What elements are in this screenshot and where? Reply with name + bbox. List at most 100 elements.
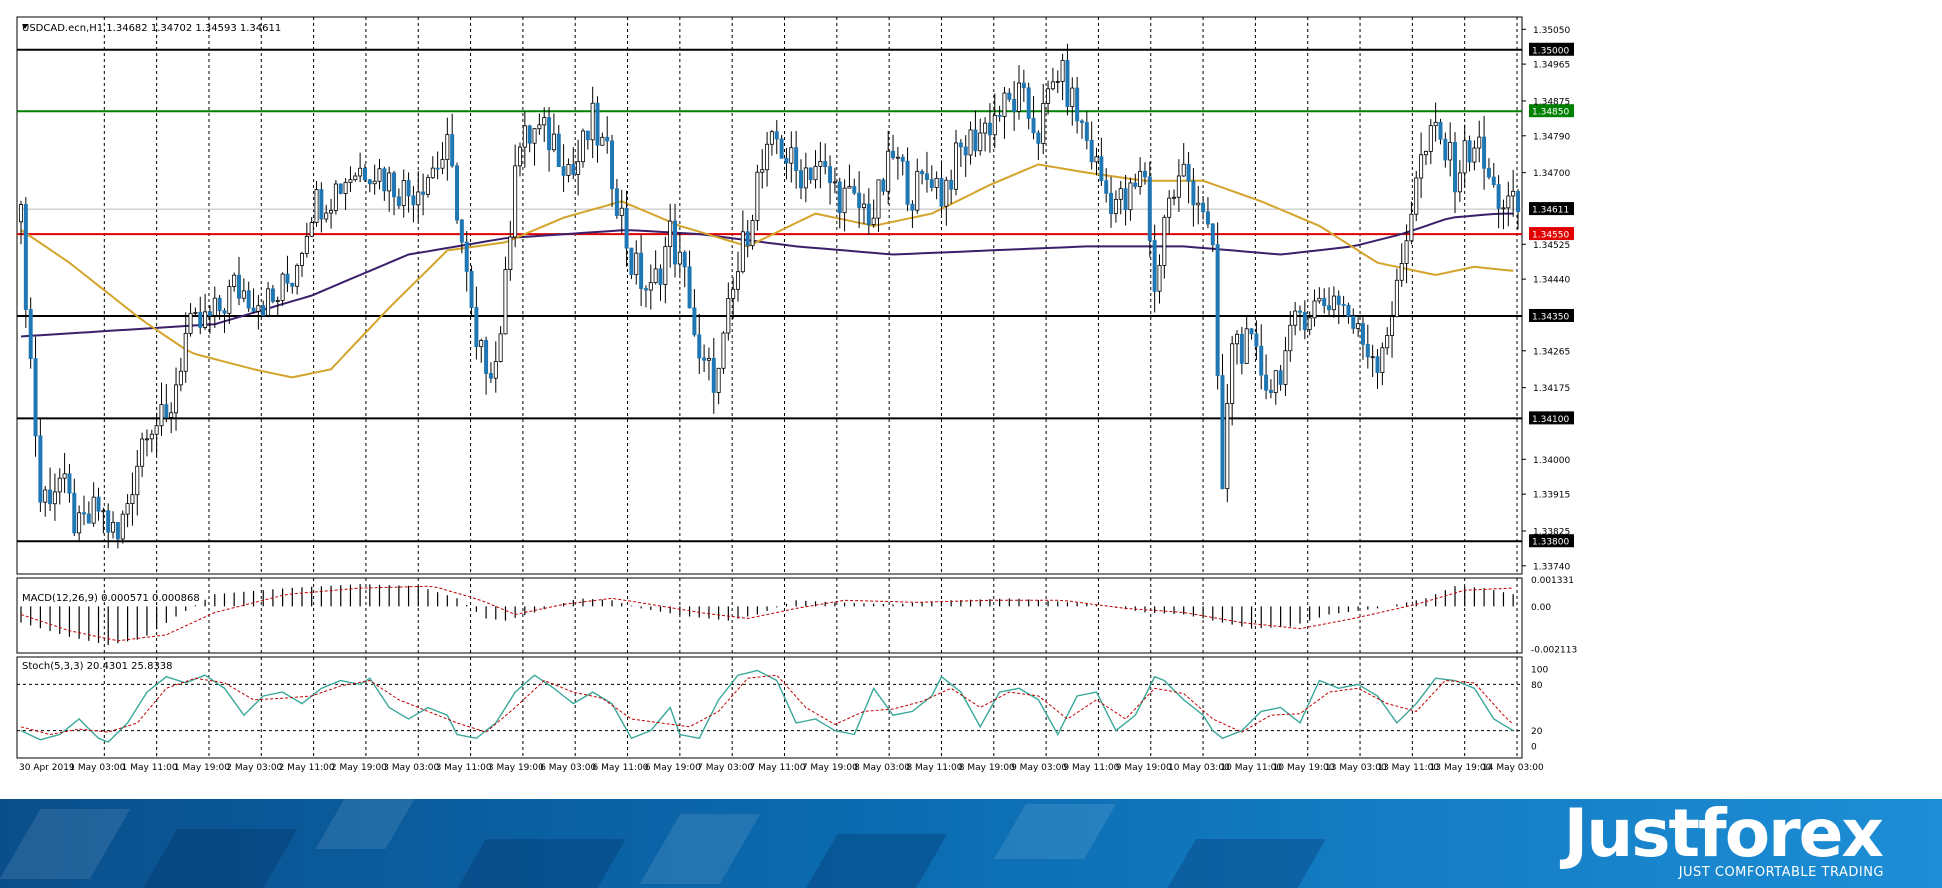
candle-body bbox=[362, 167, 367, 181]
candle-body bbox=[1036, 132, 1041, 144]
candle-body bbox=[1210, 223, 1215, 246]
candle-body bbox=[1423, 150, 1428, 156]
candle-body bbox=[1201, 202, 1206, 213]
candle-body bbox=[1070, 87, 1075, 107]
time-tick-label: 9 May 11:00 bbox=[1063, 763, 1119, 773]
candle-body bbox=[503, 269, 508, 335]
candle-body bbox=[886, 150, 891, 192]
candle-body bbox=[1191, 180, 1196, 206]
candle-body bbox=[144, 438, 149, 441]
candle-body bbox=[329, 210, 334, 214]
level-tag-label: 1.34850 bbox=[1532, 108, 1569, 118]
stoch-main-line bbox=[20, 669, 1514, 743]
candle-body bbox=[978, 132, 983, 152]
candle-body bbox=[421, 191, 426, 195]
candle-body bbox=[682, 251, 687, 268]
candle-body bbox=[232, 274, 237, 287]
price-tick-label: 1.34965 bbox=[1533, 61, 1570, 71]
candle-body bbox=[396, 196, 401, 207]
brand-tagline: JUST COMFORTABLE TRADING bbox=[1678, 865, 1884, 880]
candle-body bbox=[1385, 335, 1390, 349]
candle-body bbox=[154, 425, 159, 435]
candle-body bbox=[1215, 244, 1220, 377]
candle-body bbox=[600, 136, 605, 146]
candle-body bbox=[285, 273, 290, 284]
candle-body bbox=[1356, 323, 1361, 329]
candle-body bbox=[1322, 297, 1327, 307]
candle-body bbox=[256, 305, 261, 312]
candle-body bbox=[1433, 121, 1438, 127]
time-tick-label: 1 May 11:00 bbox=[122, 763, 178, 773]
candle-body bbox=[178, 370, 183, 386]
candle-body bbox=[1186, 163, 1191, 182]
candle-body bbox=[48, 489, 53, 505]
candle-body bbox=[135, 465, 140, 496]
candle-body bbox=[343, 181, 348, 194]
level-tag bbox=[1529, 42, 1574, 56]
candle-body bbox=[1230, 343, 1235, 404]
time-tick-label: 10 May 11:00 bbox=[1220, 763, 1282, 773]
candle-body bbox=[28, 309, 33, 360]
candle-body bbox=[518, 146, 523, 167]
price-tick-label: 1.34790 bbox=[1533, 132, 1570, 142]
candle-body bbox=[18, 204, 23, 223]
collapse-arrow-icon[interactable] bbox=[22, 24, 28, 29]
candle-body bbox=[677, 251, 682, 265]
price-tick-label: 1.33740 bbox=[1533, 562, 1570, 572]
candle-body bbox=[425, 177, 430, 195]
candle-body bbox=[1341, 304, 1346, 306]
candle-body bbox=[1511, 190, 1516, 197]
candle-body bbox=[513, 165, 518, 238]
panel-frame bbox=[16, 577, 1523, 654]
candle-body bbox=[120, 513, 125, 540]
candle-body bbox=[1351, 315, 1356, 329]
candle-body bbox=[774, 131, 779, 140]
candle-body bbox=[227, 286, 232, 314]
candle-body bbox=[769, 131, 774, 145]
candle-body bbox=[1181, 163, 1186, 177]
candle-body bbox=[1370, 356, 1375, 359]
candle-body bbox=[290, 282, 295, 287]
candle-body bbox=[934, 177, 939, 188]
candle-body bbox=[697, 334, 702, 359]
candle-body bbox=[241, 290, 246, 299]
candle-body bbox=[1220, 375, 1225, 490]
candle-body bbox=[1375, 356, 1380, 373]
candle-body bbox=[745, 231, 750, 247]
banner-shard bbox=[0, 809, 131, 879]
candle-body bbox=[1075, 87, 1080, 122]
banner-shard bbox=[802, 834, 948, 888]
banner-shard bbox=[315, 799, 415, 849]
candle-body bbox=[1128, 182, 1133, 211]
time-tick-label: 6 May 19:00 bbox=[645, 763, 701, 773]
candle-body bbox=[1360, 323, 1365, 345]
candle-body bbox=[711, 357, 716, 393]
candle-body bbox=[949, 179, 954, 190]
candle-body bbox=[1278, 370, 1283, 385]
candle-body bbox=[1254, 333, 1259, 347]
candle-body bbox=[198, 312, 203, 328]
candle-body bbox=[1205, 211, 1210, 225]
candle-body bbox=[891, 150, 896, 159]
candle-body bbox=[1050, 81, 1055, 90]
candle-body bbox=[358, 167, 363, 177]
time-tick-label: 2 May 03:00 bbox=[226, 763, 282, 773]
candle-body bbox=[217, 297, 222, 312]
candle-body bbox=[207, 311, 212, 316]
candle-body bbox=[1012, 98, 1017, 112]
candle-body bbox=[1462, 140, 1467, 174]
candle-body bbox=[1157, 265, 1162, 292]
time-tick-label: 2 May 11:00 bbox=[279, 763, 335, 773]
candle-body bbox=[1239, 333, 1244, 364]
candle-body bbox=[1147, 176, 1152, 241]
ma-slow-line bbox=[20, 212, 1514, 338]
candle-body bbox=[38, 435, 43, 503]
time-tick-label: 9 May 19:00 bbox=[1116, 763, 1172, 773]
candle-body bbox=[338, 183, 343, 194]
candle-body bbox=[203, 311, 208, 328]
candle-body bbox=[1002, 92, 1007, 117]
candle-body bbox=[828, 166, 833, 184]
candle-body bbox=[479, 340, 484, 348]
time-tick-label: 7 May 11:00 bbox=[750, 763, 806, 773]
candle-body bbox=[464, 241, 469, 272]
